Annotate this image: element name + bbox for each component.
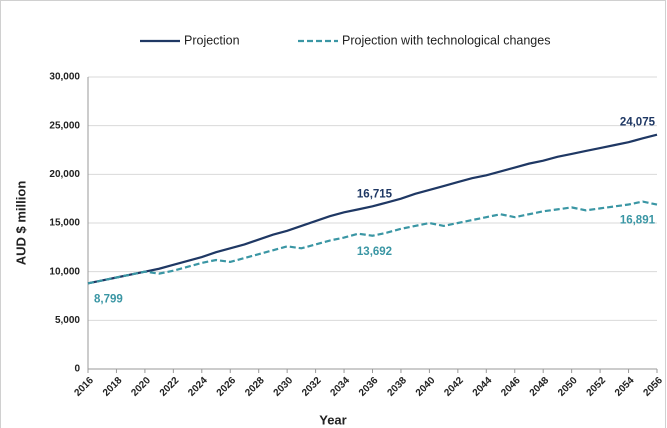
x-tick-label: 2052 bbox=[585, 375, 609, 399]
x-tick-label: 2044 bbox=[471, 375, 495, 399]
y-tick-label: 15,000 bbox=[49, 218, 80, 229]
x-tick-label: 2050 bbox=[556, 375, 580, 399]
y-tick-label: 25,000 bbox=[49, 120, 80, 131]
data-label: 13,692 bbox=[357, 246, 392, 258]
x-tick-label: 2022 bbox=[158, 375, 182, 399]
legend-label: Projection with technological changes bbox=[342, 33, 550, 47]
x-tick-label: 2046 bbox=[499, 375, 523, 399]
data-label: 8,799 bbox=[94, 293, 123, 305]
x-tick-label: 2042 bbox=[442, 375, 466, 399]
data-label: 16,715 bbox=[357, 188, 393, 200]
x-tick-label: 2024 bbox=[186, 375, 210, 399]
line-series bbox=[87, 133, 658, 285]
y-tick-label: 30,000 bbox=[49, 72, 80, 83]
x-tick-label: 2036 bbox=[357, 375, 381, 399]
data-label: 16,891 bbox=[620, 215, 656, 227]
y-axis-title: AUD $ million bbox=[13, 181, 28, 266]
x-tick-label: 2018 bbox=[101, 375, 125, 399]
x-tick-label: 2016 bbox=[72, 375, 96, 399]
y-tick-label: 20,000 bbox=[49, 169, 80, 180]
x-tick-label: 2026 bbox=[215, 375, 239, 399]
y-tick-label: 5,000 bbox=[55, 315, 80, 326]
x-tick-label: 2034 bbox=[329, 375, 353, 399]
x-tick-label: 2048 bbox=[528, 375, 552, 399]
x-tick-label: 2028 bbox=[243, 375, 267, 399]
legend-label: Projection bbox=[184, 33, 240, 47]
x-tick-label: 2040 bbox=[414, 375, 438, 399]
y-tick-label: 0 bbox=[74, 364, 80, 375]
x-tick-label: 2030 bbox=[272, 375, 296, 399]
line-series bbox=[87, 200, 658, 285]
x-tick-label: 2056 bbox=[641, 375, 665, 399]
x-tick-label: 2038 bbox=[385, 375, 409, 399]
x-tick-label: 2032 bbox=[300, 375, 324, 399]
x-tick-label: 2054 bbox=[613, 375, 637, 399]
x-tick-label: 2020 bbox=[129, 375, 153, 399]
x-axis-title: Year bbox=[319, 412, 346, 427]
data-label: 24,075 bbox=[620, 117, 656, 129]
y-tick-label: 10,000 bbox=[49, 266, 80, 277]
